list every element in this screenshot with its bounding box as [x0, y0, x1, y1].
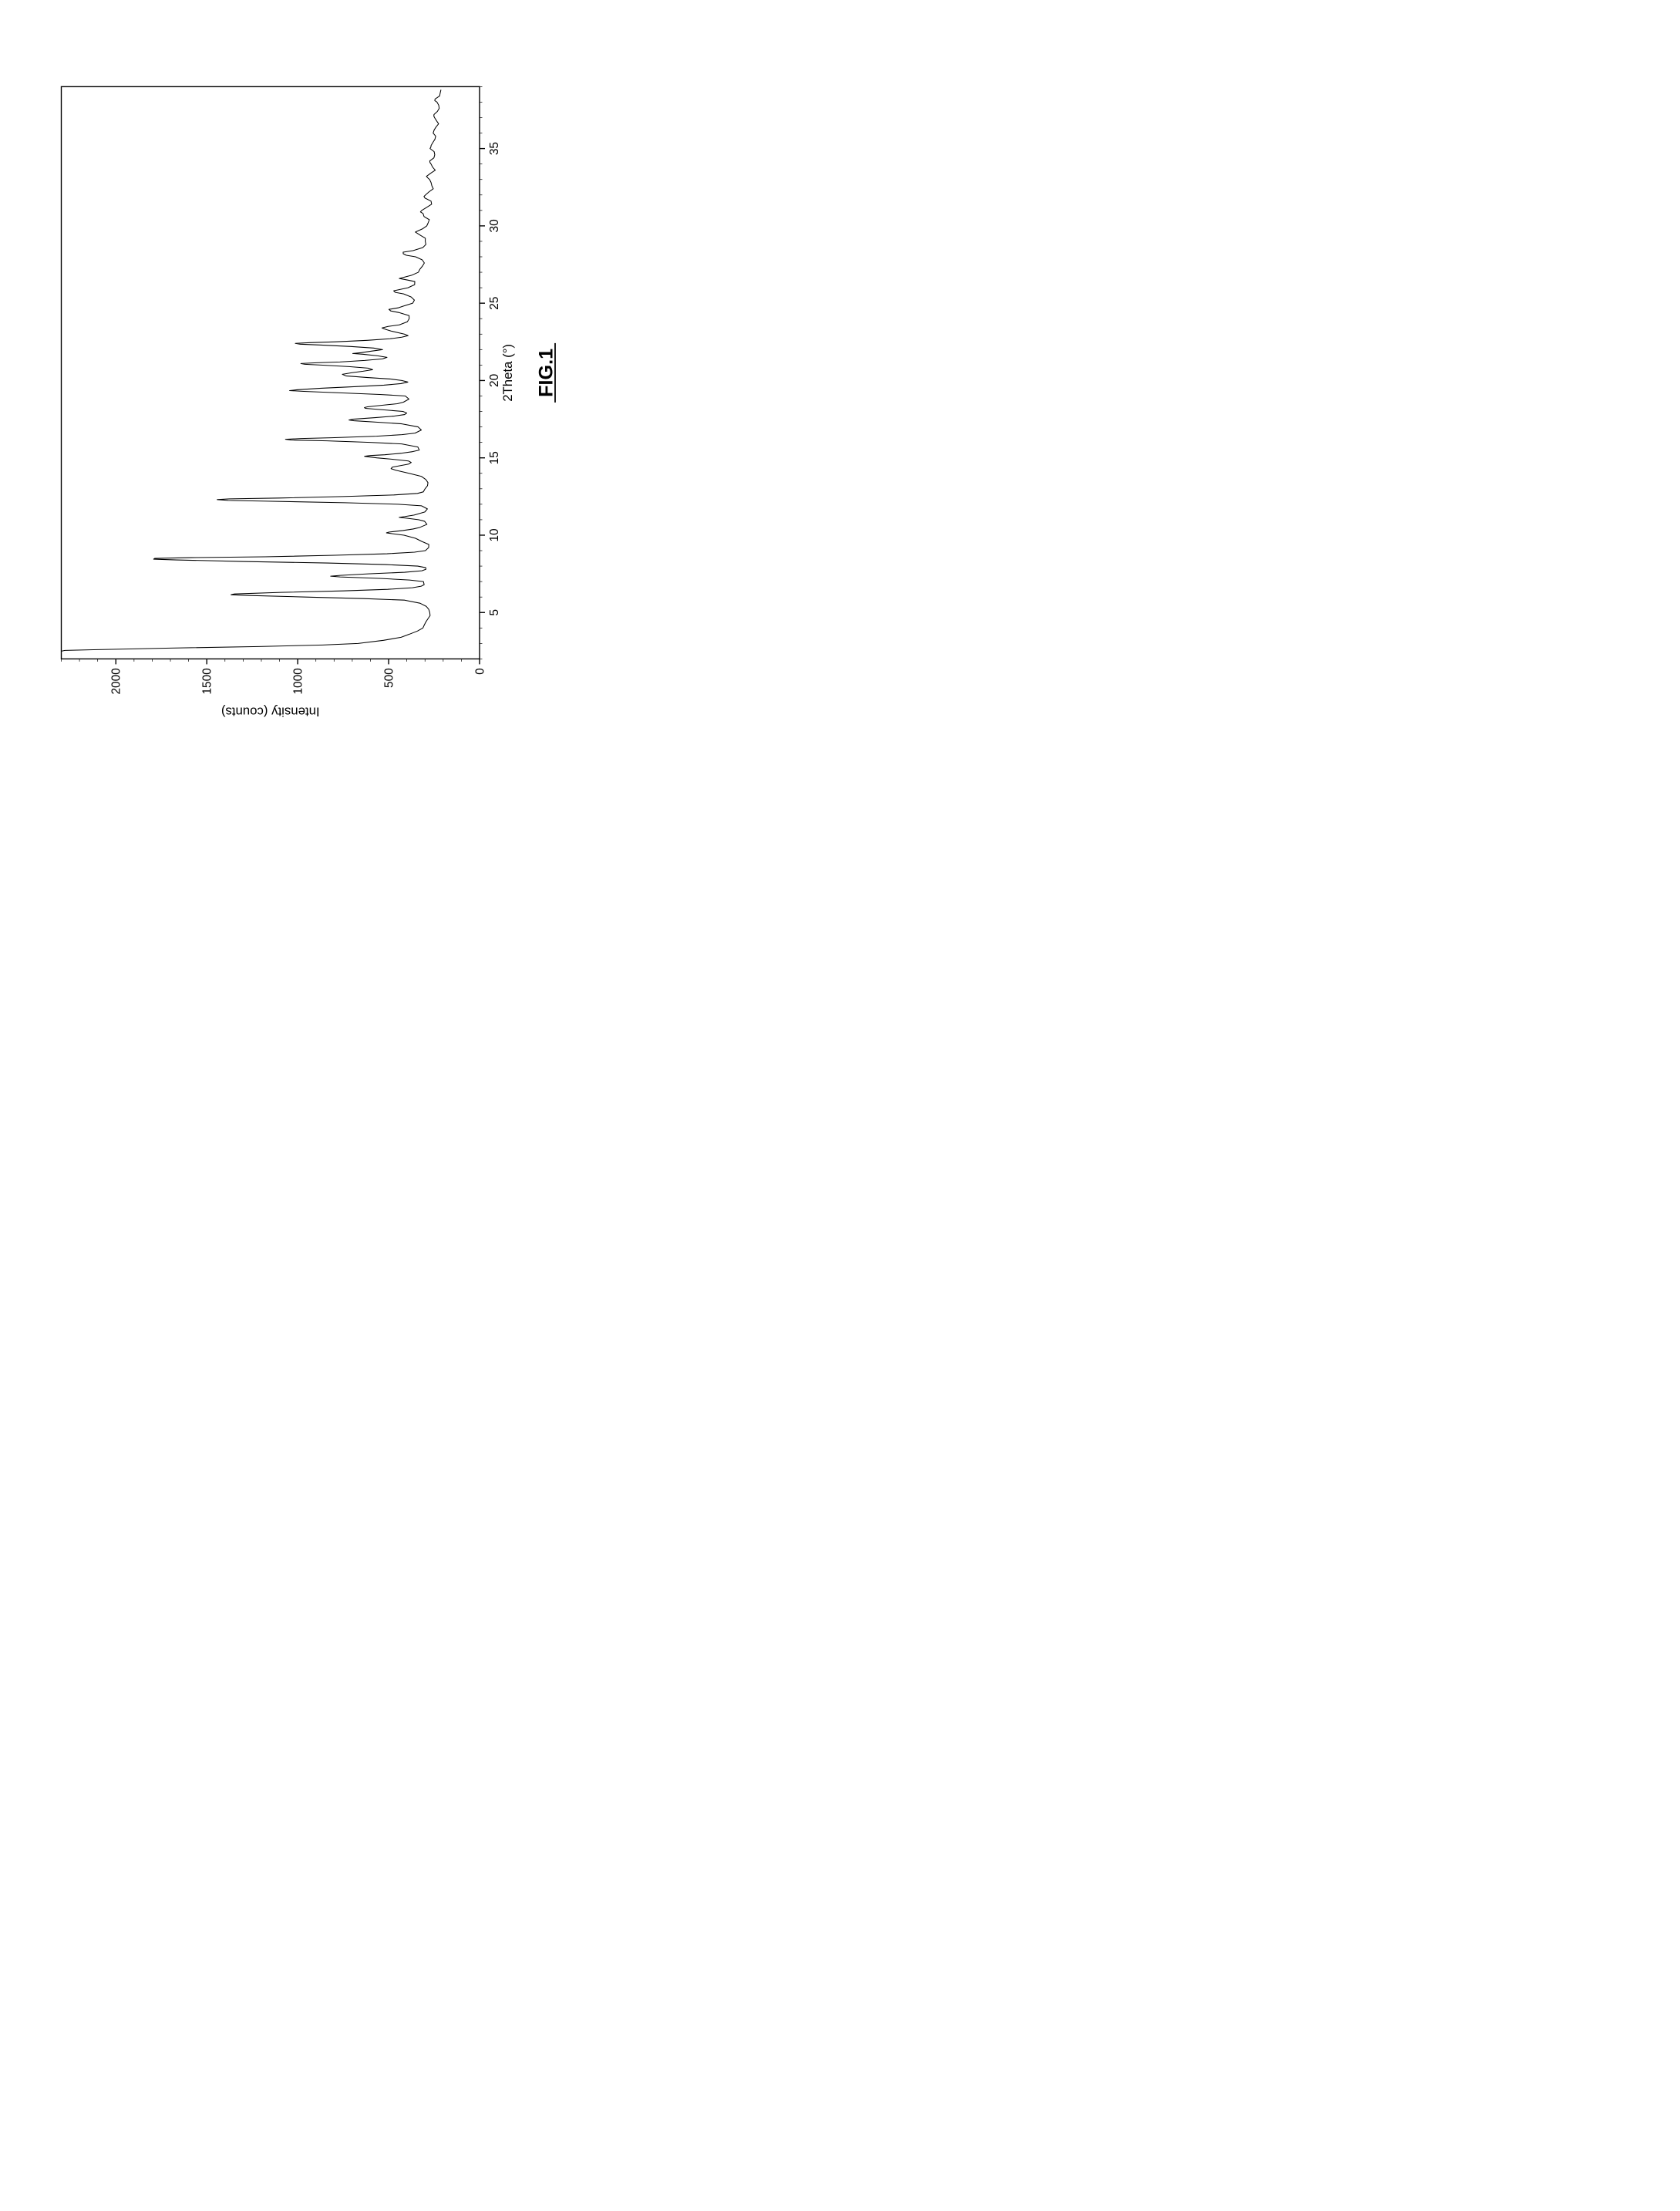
plot-border: [61, 86, 480, 659]
x-tick-label: 10: [488, 528, 501, 541]
figure-caption: FIG.1: [535, 349, 557, 397]
x-tick-label: 5: [488, 609, 501, 616]
x-tick-label: 25: [488, 296, 501, 309]
x-tick-label: 30: [488, 219, 501, 232]
y-tick-label: 500: [382, 668, 396, 688]
x-tick-label: 15: [488, 451, 501, 464]
y-tick-label: 1000: [291, 668, 305, 694]
chart-area: 5 10 15 20 25 30 35 0 500 1000 1500 2000 2Theta (°) I…: [48, 59, 561, 734]
y-tick-label: 1500: [200, 668, 214, 694]
y-tick-label: 2000: [109, 668, 123, 694]
y-tick-label: 0: [473, 668, 486, 675]
figure-container: 5 10 15 20 25 30 35 0 500 1000 1500 2000 2Theta (°) I…: [15, 15, 593, 778]
y-axis-label: Intensity (counts): [221, 704, 320, 719]
x-axis-label: 2Theta (°): [500, 344, 515, 402]
x-tick-label: 35: [488, 142, 501, 155]
x-tick-label: 20: [488, 374, 501, 387]
xrd-chart: 5 10 15 20 25 30 35 0 500 1000 1500 2000 2Theta (°) I…: [48, 59, 561, 734]
